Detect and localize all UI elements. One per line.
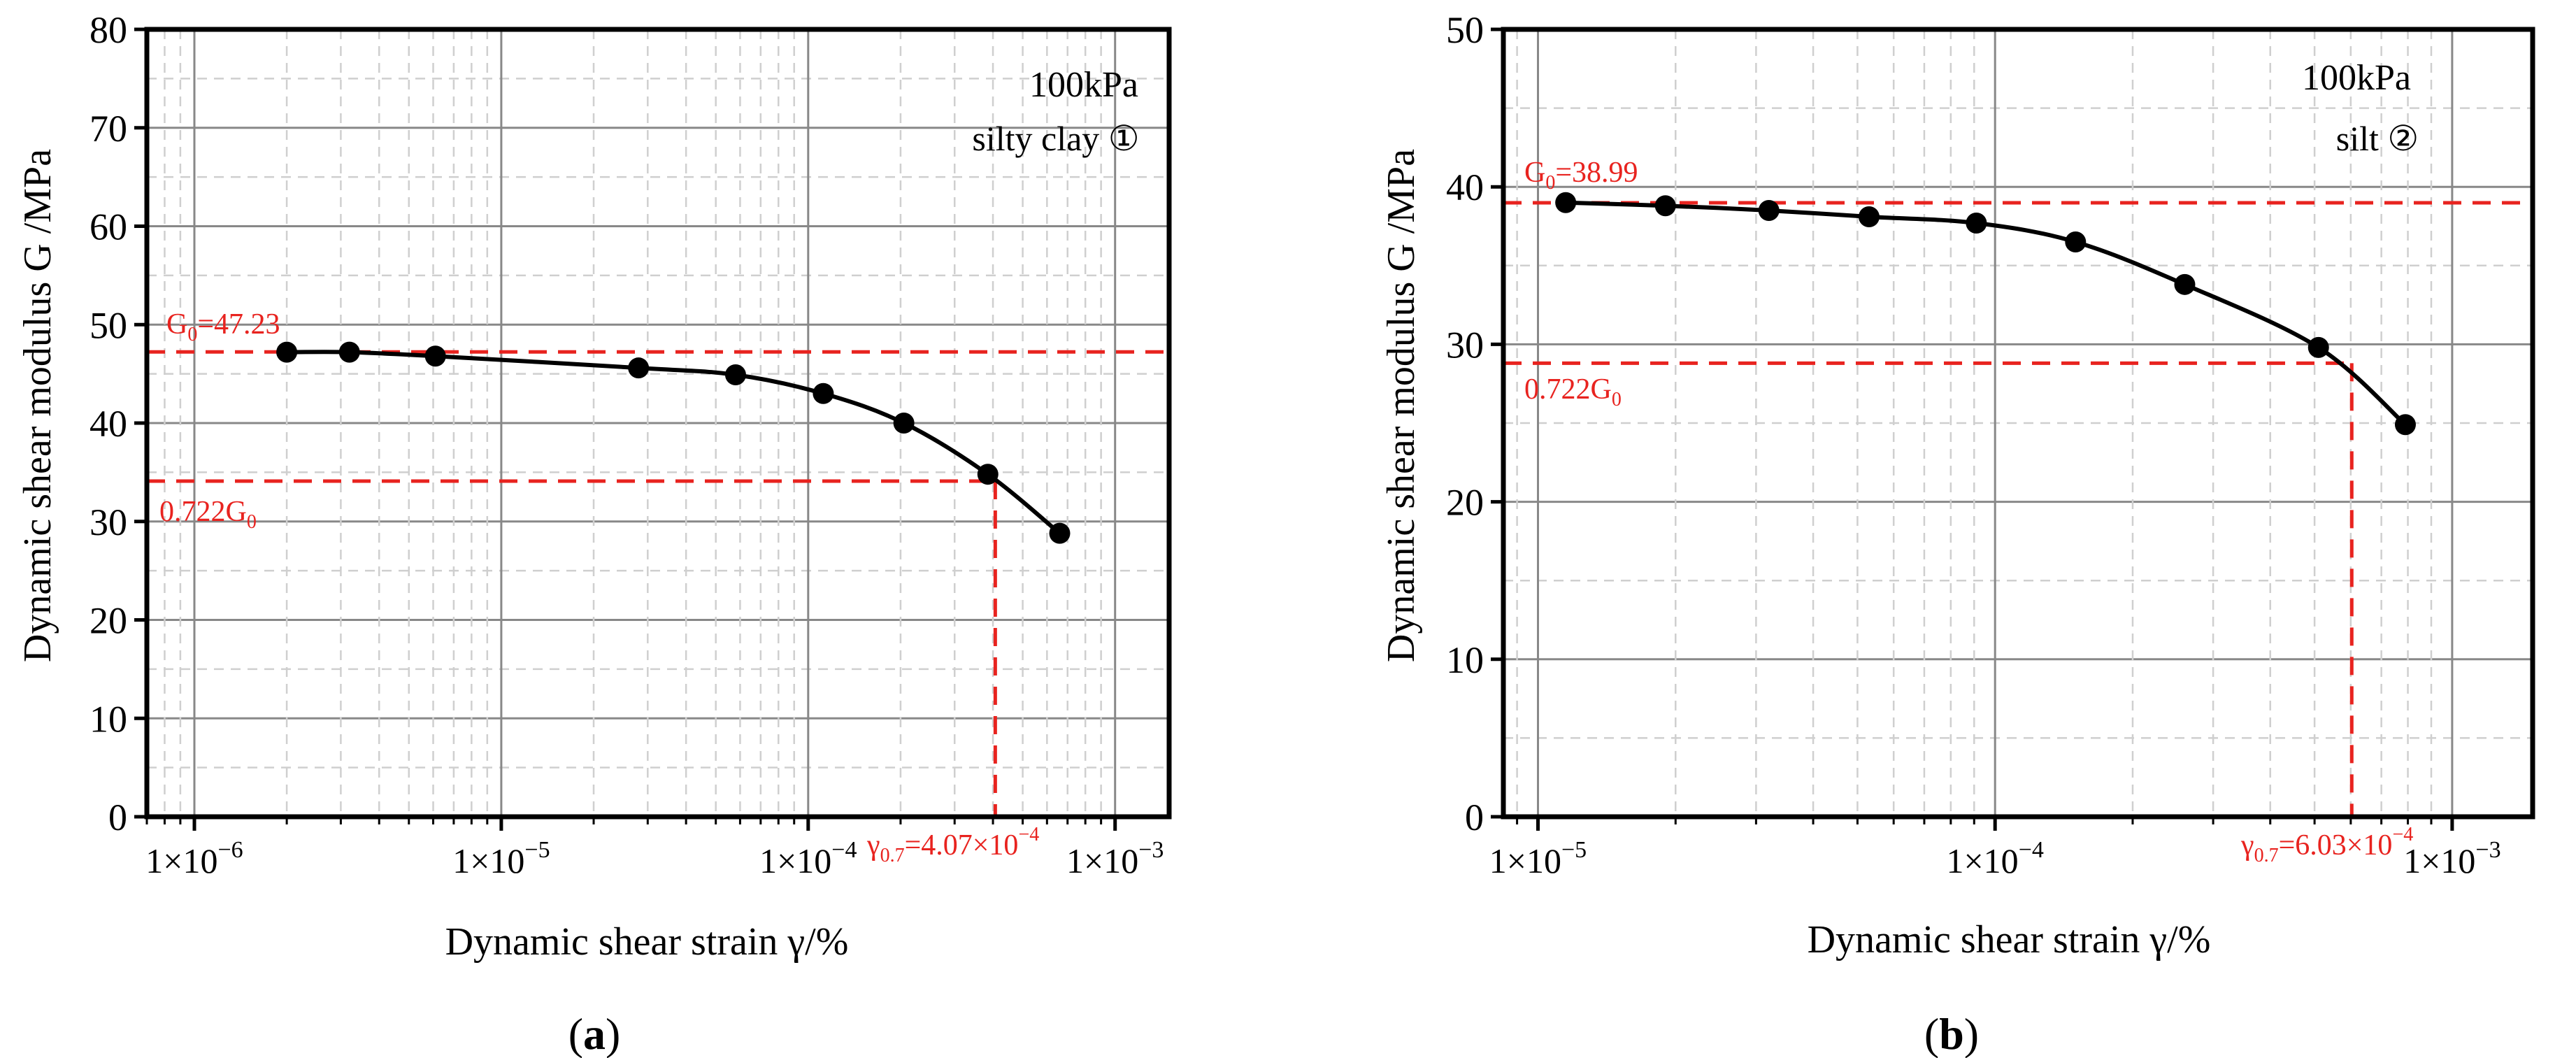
panel-a-x-tick-label: 1×10−4 [759, 837, 857, 880]
panel-a-data-point [893, 413, 915, 434]
panel-b: 0 10 20 30 40 50 1×10−5 1×10−4 1×10−3 100kPa si… [1380, 9, 2535, 1058]
panel-b-g07-label: 0.722G0 [1524, 373, 1622, 410]
panel-b-data-point [1654, 195, 1676, 217]
panel-b-data-point [1858, 206, 1880, 227]
panel-a-label: (a) [568, 1009, 621, 1058]
panel-b-x-tick-label: 1×10−3 [2403, 837, 2500, 880]
panel-a-grid [147, 29, 1169, 817]
panel-b-data-point [2394, 414, 2416, 436]
panel-b-y-tick-label: 30 [1446, 324, 1484, 366]
panel-b-y-axis-label: Dynamic shear modulus G /MPa [1380, 149, 1423, 662]
panel-b-g0-label: G0=38.99 [1524, 157, 1638, 194]
panel-b-y-ticks: 0 10 20 30 40 50 [1446, 9, 1503, 838]
panel-a-x-tick-label: 1×10−3 [1066, 837, 1164, 880]
panel-a-reference-lines [147, 350, 1169, 817]
panel-a-data-point [276, 341, 298, 363]
panel-a-series [276, 341, 1071, 544]
panel-b-x-tick-label: 1×10−4 [1946, 837, 2043, 880]
panel-a-data-point [977, 464, 999, 485]
panel-b-x-tick-label: 1×10−5 [1489, 837, 1587, 880]
panel-a-y-tick-label: 30 [90, 501, 127, 543]
panel-a-pressure-annotation: 100kPa [1029, 65, 1138, 105]
panel-a-data-point [628, 357, 650, 379]
panel-b-soil-annotation: silt ② [2336, 119, 2419, 158]
panel-b-x-axis-label: Dynamic shear strain γ/% [1808, 918, 2211, 962]
panel-b-data-point [1555, 192, 1577, 213]
panel-a-y-tick-label: 20 [90, 600, 127, 642]
panel-a-y-tick-label: 0 [108, 796, 127, 838]
panel-b-plot-frame [1501, 27, 2535, 820]
panel-b-y-tick-label: 20 [1446, 482, 1484, 524]
panel-a-y-tick-label: 10 [90, 698, 127, 740]
panel-a-y-tick-label: 50 [90, 304, 127, 346]
panel-a-soil-annotation: silty clay ① [972, 119, 1139, 158]
panel-a-data-point [424, 345, 446, 367]
panel-a-y-ticks: 0 10 20 30 40 50 60 70 80 [90, 9, 147, 838]
panel-a-gamma07-label: γ0.7=4.07×10−4 [866, 824, 1039, 866]
panel-b-pressure-annotation: 100kPa [2302, 58, 2411, 98]
panel-a-y-tick-label: 60 [90, 206, 127, 248]
panel-b-x-ticks: 1×10−5 1×10−4 1×10−3 [1489, 817, 2501, 880]
panel-b-y-tick-label: 50 [1446, 9, 1484, 51]
panel-a-data-point [1049, 522, 1071, 544]
panel-a-y-axis-label: Dynamic shear modulus G /MPa [16, 149, 59, 662]
panel-a-series-line [287, 350, 1061, 535]
panel-b-y-tick-label: 0 [1465, 796, 1484, 838]
panel-b-y-tick-label: 10 [1446, 639, 1484, 681]
panel-a-x-tick-label: 1×10−5 [452, 837, 550, 880]
panel-b-data-point [2307, 336, 2329, 358]
panel-a-y-tick-label: 40 [90, 403, 127, 445]
panel-a-x-axis-label: Dynamic shear strain γ/% [445, 920, 849, 964]
panel-b-data-point [1966, 212, 1987, 234]
panel-a-x-tick-label: 1×10−6 [145, 837, 243, 880]
panel-b-grid [1503, 29, 2533, 817]
panel-a-data-point [724, 364, 746, 386]
panel-b-data-point [2174, 273, 2196, 295]
panel-a-data-point [813, 383, 834, 404]
panel-a-g0-label: G0=47.23 [166, 308, 280, 345]
panel-b-reference-lines [1503, 201, 2533, 817]
panel-a-data-point [338, 341, 360, 363]
panel-a-g07-label: 0.722G0 [159, 496, 257, 533]
panel-b-data-point [1758, 199, 1780, 221]
panel-b-label: (b) [1924, 1009, 1979, 1058]
panel-a-x-ticks: 1×10−6 1×10−5 1×10−4 1×10−3 [145, 817, 1164, 880]
panel-b-series [1555, 192, 2416, 436]
panel-b-gamma07-label: γ0.7=6.03×10−4 [2240, 824, 2413, 866]
panel-a-y-tick-label: 80 [90, 9, 127, 51]
panel-b-y-tick-label: 40 [1446, 166, 1484, 208]
panel-b-series-line [1566, 200, 2407, 427]
panel-b-data-point [2065, 231, 2087, 253]
panel-a-y-tick-label: 70 [90, 108, 127, 150]
